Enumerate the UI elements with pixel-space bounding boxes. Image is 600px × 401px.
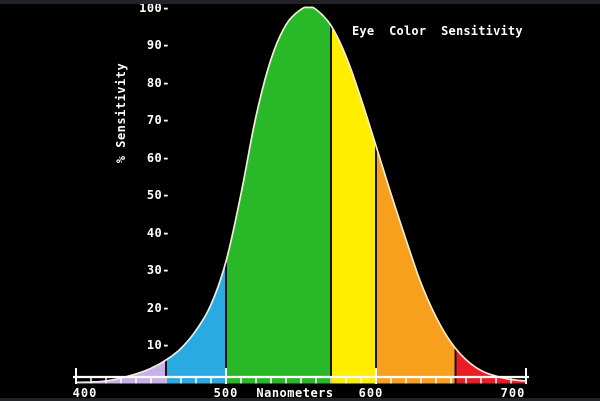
- bottom-letterbox-bar: [0, 398, 600, 401]
- band-blue: [166, 261, 226, 384]
- y-tick-label-80: 80-: [146, 75, 170, 90]
- x-axis-title: Nanometers: [256, 386, 334, 400]
- band-orange: [376, 145, 456, 384]
- y-tick-label-10: 10-: [146, 338, 170, 352]
- band-red: [455, 348, 526, 384]
- y-tick-label-50: 50-: [146, 188, 170, 202]
- chart-title: Eye Color Sensitivity: [352, 24, 523, 38]
- x-tick-label-400: 400: [72, 386, 98, 400]
- y-tick-label-100: 100-: [139, 0, 170, 15]
- y-tick-label-70: 70-: [146, 113, 170, 127]
- x-tick-label-500: 500: [213, 386, 239, 400]
- top-letterbox-bar: [0, 0, 600, 4]
- y-tick-label-90: 90-: [146, 38, 170, 52]
- band-yellow: [331, 25, 376, 384]
- y-tick-label-30: 30-: [146, 263, 170, 277]
- x-tick-label-600: 600: [358, 386, 384, 400]
- y-tick-label-40: 40-: [146, 225, 170, 240]
- y-tick-label-60: 60-: [146, 150, 170, 165]
- y-tick-label-20: 20-: [146, 300, 170, 315]
- band-green: [226, 7, 331, 384]
- curve-outline: [75, 6, 527, 384]
- x-tick-label-700: 700: [500, 386, 526, 400]
